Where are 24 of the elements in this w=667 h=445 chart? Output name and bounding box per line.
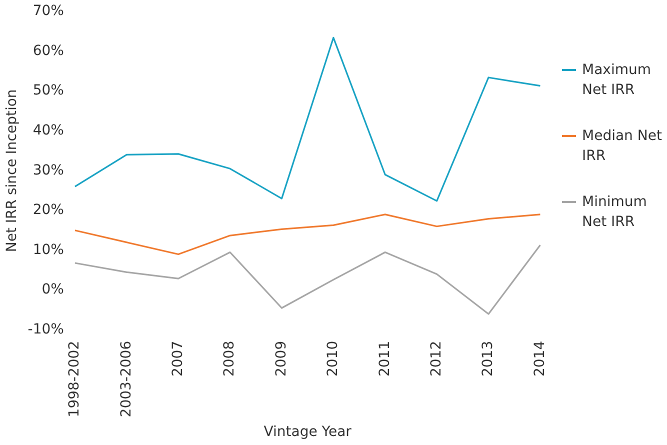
legend-label: Minimum Net IRR	[582, 193, 648, 232]
x-tick-label: 2014	[532, 340, 548, 377]
y-tick-label: 60%	[32, 42, 64, 59]
x-tick-label: 2012	[428, 340, 444, 377]
x-tick-label: 1998-2002	[66, 340, 83, 418]
y-tick-label: -10%	[28, 322, 64, 338]
y-axis-title: Net IRR since Inception	[4, 89, 20, 252]
y-tick-label: 20%	[32, 202, 64, 218]
legend-label: Median Net IRR	[582, 127, 662, 166]
y-tick-label: 10%	[32, 242, 64, 258]
x-axis-title: Vintage Year	[264, 424, 352, 440]
y-tick-label: 0%	[42, 282, 64, 298]
y-tick-label: 70%	[32, 3, 64, 20]
x-tick-label: 2009	[273, 340, 290, 377]
x-tick-label: 2011	[376, 340, 393, 377]
y-tick-label: 50%	[32, 82, 64, 99]
x-tick-label: 2013	[480, 340, 496, 377]
x-tick-label: 2008	[222, 340, 238, 377]
x-tick-label: 2010	[325, 340, 342, 377]
x-tick-label: 2007	[170, 340, 186, 377]
x-tick-label: 2003-2006	[118, 340, 134, 418]
y-tick-label: 40%	[32, 122, 64, 138]
legend-label: Maximum Net IRR	[582, 61, 652, 100]
y-tick-label: 30%	[32, 162, 64, 178]
